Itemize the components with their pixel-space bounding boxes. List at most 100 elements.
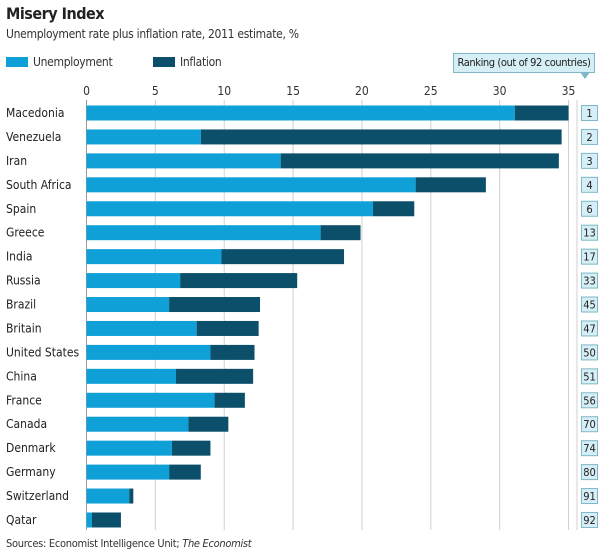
x-tick-label: 30 <box>493 84 507 98</box>
chart-title: Misery Index <box>6 4 105 23</box>
rank-box <box>581 511 598 528</box>
category-label: Germany <box>6 465 56 479</box>
bar-inflation <box>320 225 361 241</box>
bar-unemployment <box>86 440 172 456</box>
bar-unemployment <box>86 273 181 289</box>
rank-box <box>581 344 598 361</box>
legend-label-unemployment: Unemployment <box>33 55 113 69</box>
category-label: Denmark <box>6 441 56 455</box>
category-label: Qatar <box>6 513 37 527</box>
source-text: Sources: Economist Intelligence Unit; <box>6 537 183 550</box>
rank-box <box>581 176 598 193</box>
legend-swatch-inflation <box>153 57 175 67</box>
bar-unemployment <box>86 416 189 432</box>
rank-value: 92 <box>583 514 596 527</box>
bar-unemployment <box>86 177 416 193</box>
category-label: South Africa <box>6 178 72 192</box>
rank-value: 47 <box>583 322 596 335</box>
x-tick-label: 25 <box>424 84 438 98</box>
bar-unemployment <box>86 105 515 121</box>
bar-inflation <box>280 153 559 169</box>
bar-inflation <box>514 105 569 121</box>
rank-box <box>581 248 598 265</box>
legend-unemployment: Unemployment <box>6 55 113 69</box>
rank-box <box>581 320 598 337</box>
rank-box <box>581 105 598 121</box>
source-italic: The Economist <box>182 537 252 550</box>
rank-box <box>581 392 598 409</box>
category-label: Iran <box>6 154 27 168</box>
chart-subtitle: Unemployment rate plus inflation rate, 2… <box>6 27 299 41</box>
bar-inflation <box>200 129 562 145</box>
category-label: Britain <box>6 321 42 335</box>
bar-inflation <box>171 440 211 456</box>
rank-value: 6 <box>586 203 592 216</box>
bar-unemployment <box>86 320 197 336</box>
rank-value: 1 <box>586 107 592 120</box>
bar-unemployment <box>86 153 281 169</box>
bar-unemployment <box>86 344 211 360</box>
bar-inflation <box>169 297 261 313</box>
rank-value: 56 <box>583 394 596 407</box>
bar-inflation <box>169 464 201 480</box>
rank-value: 3 <box>586 155 592 168</box>
bar-unemployment <box>86 249 222 265</box>
bar-unemployment <box>86 129 201 145</box>
rank-box <box>581 488 598 505</box>
legend-label-inflation: Inflation <box>180 55 222 69</box>
legend-swatch-unemployment <box>6 57 28 67</box>
rank-box <box>581 224 598 241</box>
bar-inflation <box>176 368 254 384</box>
bar-inflation <box>210 344 255 360</box>
rank-box <box>581 464 598 481</box>
bar-inflation <box>188 416 229 432</box>
category-label: China <box>6 369 37 383</box>
bar-inflation <box>415 177 486 193</box>
rank-value: 45 <box>583 299 596 312</box>
bar-inflation <box>221 249 345 265</box>
rank-value: 51 <box>583 370 596 383</box>
x-tick-label: 15 <box>286 84 300 98</box>
bar-inflation <box>129 488 134 504</box>
rank-value: 4 <box>586 179 592 192</box>
bar-inflation <box>372 201 415 217</box>
bar-unemployment <box>86 512 93 528</box>
category-label: India <box>6 250 33 264</box>
x-tick-label: 10 <box>217 84 231 98</box>
bar-inflation <box>92 512 121 528</box>
category-label: Macedonia <box>6 106 64 120</box>
category-label: Spain <box>6 202 36 216</box>
bar-unemployment <box>86 225 321 241</box>
rank-box <box>581 296 598 313</box>
category-label: France <box>6 393 42 407</box>
rank-box <box>581 368 598 385</box>
bar-unemployment <box>86 392 215 408</box>
rank-box <box>581 272 598 289</box>
rank-value: 70 <box>583 418 596 431</box>
category-label: Brazil <box>6 298 36 312</box>
rank-value: 13 <box>583 227 596 240</box>
x-tick-label: 35 <box>562 84 576 98</box>
category-label: Russia <box>6 274 41 288</box>
bar-inflation <box>180 273 298 289</box>
rank-box <box>581 200 598 217</box>
rank-value: 2 <box>586 131 592 144</box>
bar-unemployment <box>86 368 177 384</box>
legend-inflation: Inflation <box>153 55 222 69</box>
category-label: Switzerland <box>6 489 69 503</box>
bar-unemployment <box>86 297 170 313</box>
rank-value: 80 <box>583 466 596 479</box>
category-label: Greece <box>6 226 45 240</box>
bar-unemployment <box>86 488 130 504</box>
category-label: Venezuela <box>6 130 61 144</box>
rank-box <box>581 416 598 433</box>
rank-value: 17 <box>583 251 596 264</box>
rank-value: 91 <box>583 490 596 503</box>
rank-box <box>581 152 598 169</box>
rank-value: 50 <box>583 346 596 359</box>
rank-box <box>581 128 598 145</box>
rank-box <box>581 440 598 457</box>
rank-value: 74 <box>583 442 596 455</box>
